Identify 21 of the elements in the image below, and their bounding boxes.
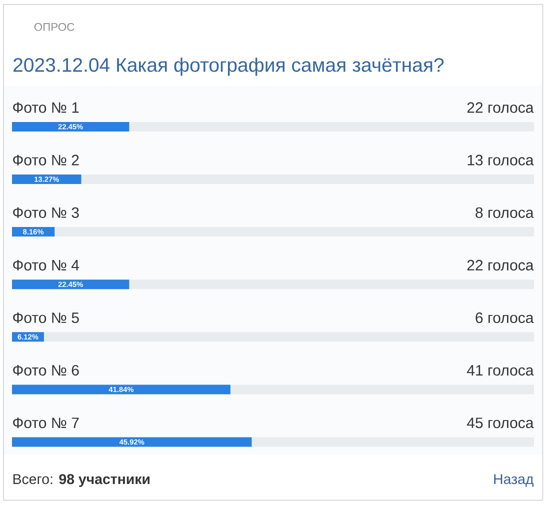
- y-tick-label: Фото № 7: [13, 418, 79, 428]
- annotation: 41 голоса: [466, 365, 534, 376]
- annotation: 6 голоса: [476, 312, 534, 324]
- y-tick-label: Фото № 4: [13, 260, 80, 270]
- annotation: 22 голоса: [467, 102, 534, 113]
- y-tick-label: Фото № 5: [13, 312, 79, 324]
- text: Назад: [494, 474, 534, 487]
- annotation: 45 голоса: [466, 418, 534, 428]
- y-tick-label: Фото № 3: [13, 207, 79, 218]
- bar: [12, 174, 82, 184]
- chart-title: 2023.12.04 Какая фотография самая зачётная?: [14, 58, 444, 76]
- bar: [12, 122, 130, 132]
- annotation: 22 голоса: [467, 260, 534, 270]
- y-tick-label: Фото № 2: [13, 154, 79, 166]
- y-tick-label: Фото № 6: [13, 364, 79, 376]
- text: Всего: 98 участники: [13, 474, 150, 487]
- text: ОПРОС: [34, 22, 74, 31]
- y-tick-label: Фото № 1: [13, 102, 79, 113]
- annotation: 8 голоса: [476, 207, 534, 218]
- bar: [12, 280, 130, 290]
- annotation: 13 голоса: [468, 154, 534, 166]
